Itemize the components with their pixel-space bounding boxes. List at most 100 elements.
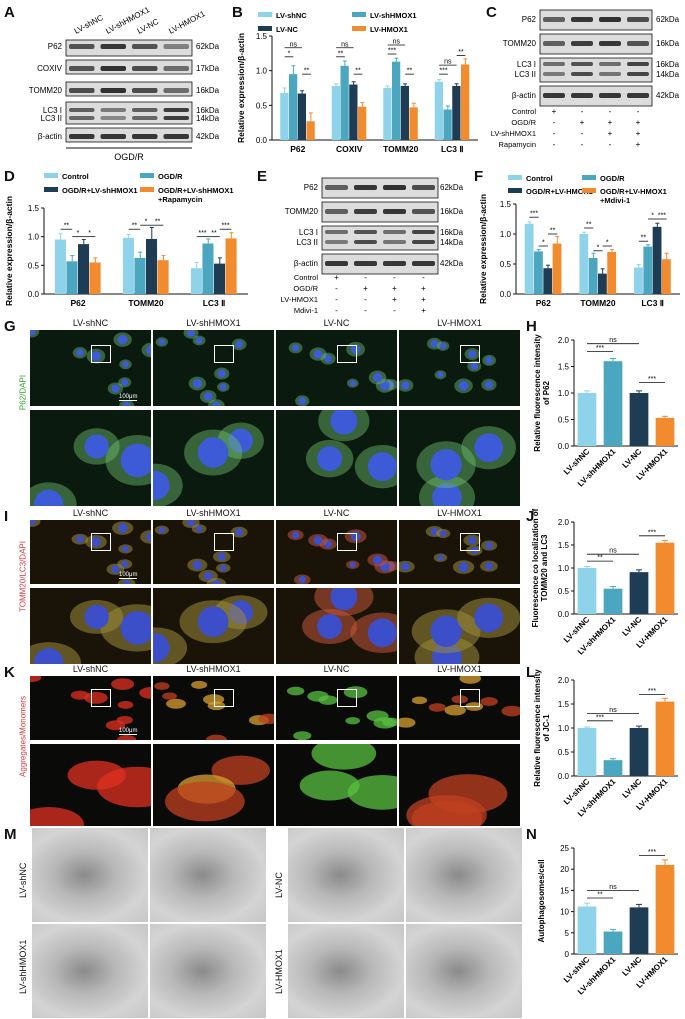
significance-label: ns [609,337,617,344]
significance-label: *** [648,529,656,536]
protein-band [543,62,565,66]
protein-band [325,209,348,214]
significance-label: *** [648,376,656,383]
kda-label: 16kDa [196,86,220,95]
zoomed-image [153,588,274,664]
treatment-sign: - [553,118,556,127]
protein-band [132,88,158,93]
legend-swatch [44,187,58,192]
legend-label: LV-shHMOX1 [370,11,417,20]
significance-label: * [145,219,148,226]
significance-label: * [651,213,654,220]
significance-label: *** [530,211,538,218]
kda-label: 16kDa [440,228,464,237]
bar [524,223,534,294]
y-tick-label: 1.5 [500,200,512,209]
fluorescence-image [276,676,397,740]
x-tick-label: LV-NC [620,615,643,638]
significance-label: *** [648,849,656,856]
protein-band [571,17,593,22]
protein-label: LC3 II [41,114,62,123]
treatment-sign: + [392,295,397,304]
protein-band [354,230,377,234]
bar [655,864,675,954]
y-axis-title: of JC-1 [542,714,551,742]
kda-label: 14kDa [440,238,464,247]
protein-band [571,72,593,76]
significance-label: ** [338,50,344,57]
treatment-sign: + [552,107,557,116]
protein-band [69,66,95,71]
kda-label: 14kDa [656,70,680,79]
micrograph-column-label: LV-NC [323,318,350,328]
y-axis-title: Relative expression/β-actin [478,194,488,304]
protein-band [100,44,126,49]
treatment-sign: + [392,284,397,293]
protein-band [163,134,189,139]
treatment-sign: - [335,295,338,304]
panel-label-k: K [4,664,15,681]
bar [214,263,226,294]
legend-swatch [508,188,522,193]
significance-label: ** [355,68,361,75]
treatment-sign: + [421,306,426,315]
significance-label: ns [444,59,452,66]
panel-label-g: G [4,318,16,335]
legend-label: +Mdivi-1 [600,196,630,205]
micrograph-column-label: LV-shNC [72,508,109,518]
panel-label-m: M [4,826,17,843]
y-tick-label: 10 [560,908,569,917]
chart-f-relative-expression: 0.0 0.5 1.0 1.5 Relative expression/β-actin P… [478,174,680,308]
kda-label: 62kDa [656,15,680,24]
fluorescence-image [153,330,274,406]
y-tick-label: 1.5 [558,363,570,372]
bar [655,542,675,614]
bar [383,88,392,140]
x-tick-label: TOMM20 [580,298,616,308]
kda-label: 62kDa [196,42,220,51]
treatment-sign: + [421,295,426,304]
tem-zoom-image [150,828,266,922]
bar [603,931,623,954]
fluorescence-image [153,676,274,740]
bar [543,268,553,294]
kda-label: 42kDa [196,132,220,141]
protein-band [599,93,621,98]
fluorescence-image [30,676,151,740]
y-tick-label: 1.5 [558,700,570,709]
legend-label: OGD/R+LV-HMOX1 [600,187,667,196]
bar [202,243,214,294]
protein-band [412,261,435,266]
treatment-sign: + [636,129,641,138]
y-tick-label: 1.5 [558,541,570,550]
y-tick-label: 1.0 [256,67,268,76]
x-tick-label: P62 [290,144,305,154]
zoomed-image [153,410,274,506]
blot-strip [321,253,439,275]
bar [297,93,307,140]
bar [629,393,649,446]
protein-band [132,66,158,71]
micrograph-column-label: LV-shHMOX1 [186,664,241,674]
protein-band [627,41,649,46]
chart-b-relative-expression: 0.0 0.5 1.0 1.5 Relative expression/β-actin P… [236,11,478,154]
micrograph-column-label: LV-HMOX1 [437,664,482,674]
lane-label: LV-NC [136,17,161,36]
kda-label: 16kDa [440,207,464,216]
significance-label: *** [388,48,396,55]
protein-band [383,230,406,234]
x-tick-label: TOMM20 [383,144,419,154]
western-blot-e: P62 62kDa TOMM20 16kDa LC3 I 16kDa LC3 II 14kDa… [281,177,464,315]
y-tick-label: 1.0 [558,564,570,573]
y-tick-label: 1.5 [28,204,40,213]
y-tick-label: 2.0 [558,336,570,345]
micrograph-column-label: LV-shNC [72,664,109,674]
blot-strip [321,225,439,251]
treatment-sign: - [581,129,584,138]
bar [461,64,470,140]
blot-strip [321,177,439,199]
micrograph-column-label: LV-HMOX1 [437,508,482,518]
significance-label: ns [393,39,401,46]
legend-label: LV-NC [276,25,299,34]
blot-strip [65,127,193,143]
